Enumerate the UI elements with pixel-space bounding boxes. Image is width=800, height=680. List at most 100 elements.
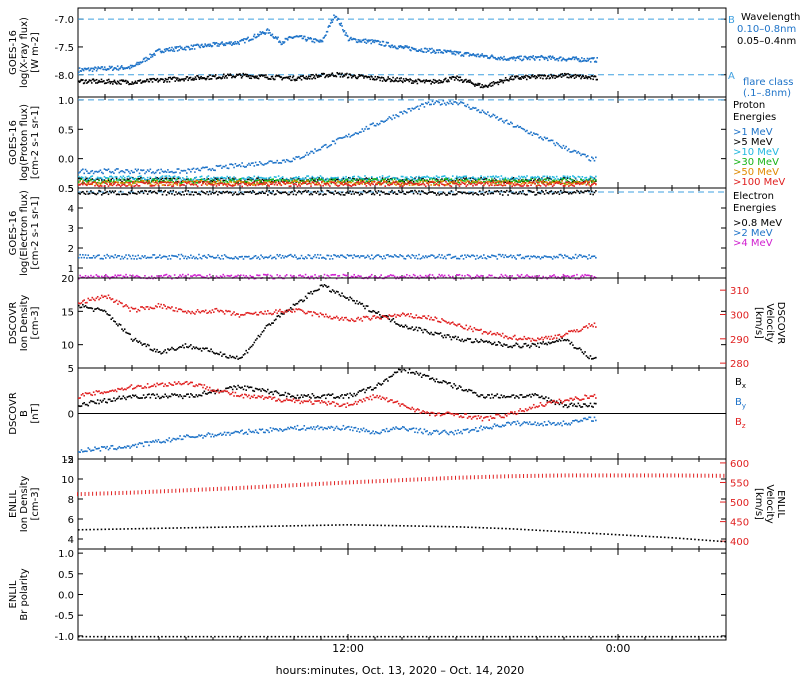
y-axis-label-line: [W m-2]: [30, 32, 41, 73]
data-point: [531, 176, 534, 178]
data-point: [582, 255, 585, 257]
data-point: [180, 78, 183, 81]
data-point: [392, 181, 395, 184]
data-point: [450, 51, 453, 53]
data-point: [372, 122, 374, 125]
data-point: [231, 194, 234, 196]
data-point: [220, 77, 223, 80]
data-point: [319, 148, 322, 151]
data-point: [376, 78, 378, 80]
data-point: [86, 257, 88, 259]
data-point: [576, 58, 579, 61]
data-point: [388, 184, 391, 187]
data-point: [285, 38, 287, 40]
data-point: [149, 168, 152, 171]
data-point: [192, 167, 195, 170]
data-point: [384, 178, 387, 180]
data-point: [350, 193, 353, 195]
data-point: [549, 139, 551, 142]
data-point: [115, 82, 117, 84]
data-point: [458, 185, 461, 187]
data-point: [164, 170, 166, 173]
data-point: [325, 179, 327, 182]
data-point: [151, 55, 154, 58]
data-point: [585, 60, 588, 63]
data-point: [535, 185, 538, 187]
data-point: [356, 41, 359, 44]
data-point: [502, 59, 505, 61]
data-point: [284, 161, 287, 163]
data-point: [90, 170, 92, 173]
data-point: [208, 178, 211, 181]
data-point: [380, 274, 382, 276]
data-point: [424, 255, 427, 257]
data-point: [418, 49, 420, 51]
data-point: [192, 180, 195, 182]
data-point: [404, 111, 407, 113]
data-point: [308, 75, 310, 78]
data-point: [310, 192, 312, 195]
data-point: [265, 256, 268, 258]
data-point: [382, 40, 385, 43]
data-point: [215, 190, 218, 193]
data-point: [591, 156, 593, 159]
data-point: [379, 79, 381, 82]
data-point: [136, 274, 138, 277]
data-point: [291, 79, 293, 82]
data-point: [160, 178, 162, 181]
data-point: [222, 183, 225, 186]
data-point: [542, 138, 544, 141]
data-point: [163, 190, 165, 193]
data-point: [524, 182, 527, 184]
data-point: [292, 180, 295, 182]
data-point: [531, 182, 534, 185]
data-point: [464, 51, 466, 54]
data-point: [299, 179, 301, 182]
data-point: [569, 178, 571, 180]
data-point: [337, 137, 339, 140]
data-point: [130, 83, 133, 85]
data-point: [79, 70, 82, 72]
data-point: [457, 274, 459, 276]
data-point: [109, 181, 111, 183]
data-point: [262, 257, 265, 260]
data-point: [310, 183, 312, 185]
data-point: [389, 45, 391, 48]
data-point: [208, 182, 211, 185]
data-point: [447, 79, 449, 81]
data-point: [226, 167, 229, 169]
data-point: [83, 192, 85, 195]
data-point: [78, 71, 80, 74]
data-point: [381, 257, 384, 260]
data-point: [403, 79, 406, 82]
data-point: [522, 180, 524, 183]
data-point: [551, 180, 554, 182]
data-point: [488, 178, 490, 181]
data-point: [370, 177, 373, 179]
data-point: [512, 56, 515, 58]
data-point: [547, 139, 550, 142]
data-point: [393, 80, 395, 83]
data-point: [537, 74, 539, 76]
data-point: [586, 182, 589, 185]
data-point: [88, 257, 91, 259]
data-point: [163, 178, 165, 180]
data-point: [470, 108, 473, 110]
data-point: [303, 178, 306, 181]
data-point: [363, 75, 366, 78]
data-point: [225, 177, 227, 180]
data-point: [373, 181, 376, 183]
data-point: [480, 86, 483, 88]
data-point: [173, 194, 176, 196]
data-point: [348, 255, 350, 257]
data-point: [519, 185, 522, 187]
data-point: [465, 51, 468, 54]
data-point: [111, 177, 114, 180]
data-point: [389, 117, 392, 119]
data-point: [528, 56, 530, 58]
data-point: [533, 75, 535, 78]
data-point: [130, 184, 133, 186]
data-point: [592, 57, 594, 60]
data-point: [87, 193, 90, 195]
data-point: [365, 256, 368, 259]
